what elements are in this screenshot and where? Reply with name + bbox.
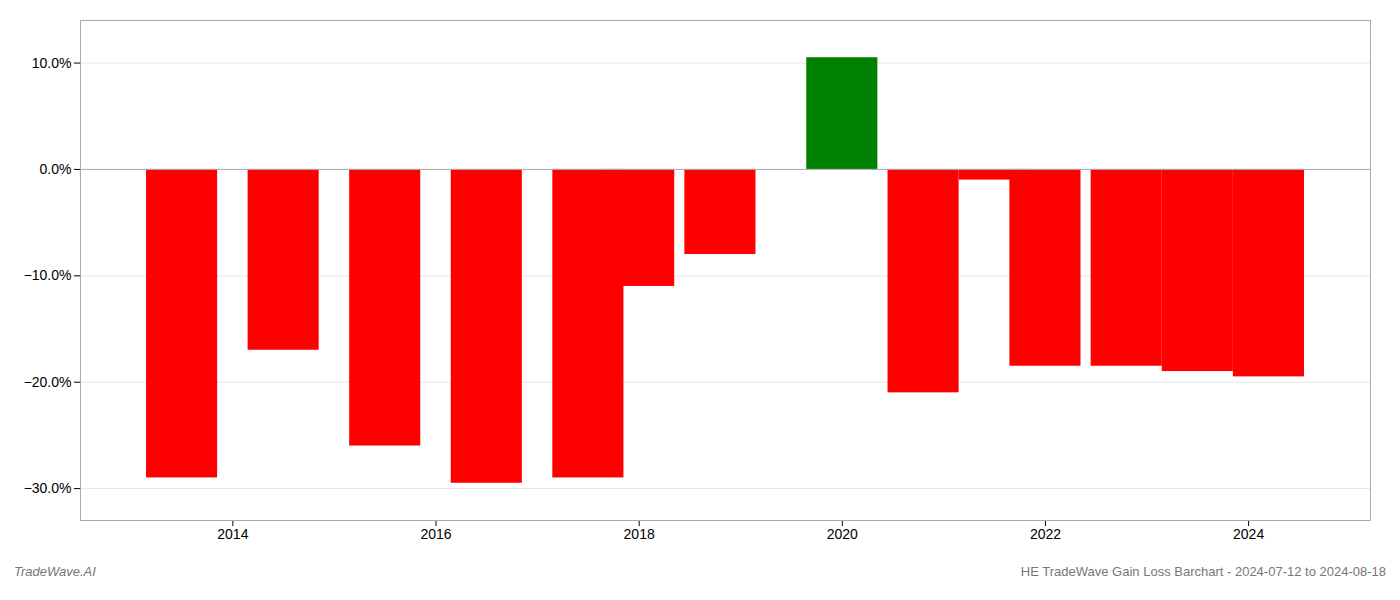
- html-text:HE TradeWave Gain Loss Barchar: HE TradeWave Gain Loss Barchart - 2024-0…: [1020, 564, 1386, 579]
- svg-text:2016: 2016: [420, 526, 451, 542]
- svg-text:−30.0%: −30.0%: [24, 480, 72, 496]
- svg-text:10.0%: 10.0%: [32, 55, 72, 71]
- svg-text:2024: 2024: [1233, 526, 1264, 542]
- svg-text:−20.0%: −20.0%: [24, 374, 72, 390]
- svg-text:2022: 2022: [1030, 526, 1061, 542]
- svg-text:2020: 2020: [827, 526, 858, 542]
- svg-text:0.0%: 0.0%: [40, 161, 72, 177]
- svg-text:−10.0%: −10.0%: [24, 267, 72, 283]
- svg-text:2018: 2018: [624, 526, 655, 542]
- svg-text:2014: 2014: [217, 526, 248, 542]
- html-text:TradeWave.AI: TradeWave.AI: [14, 564, 96, 579]
